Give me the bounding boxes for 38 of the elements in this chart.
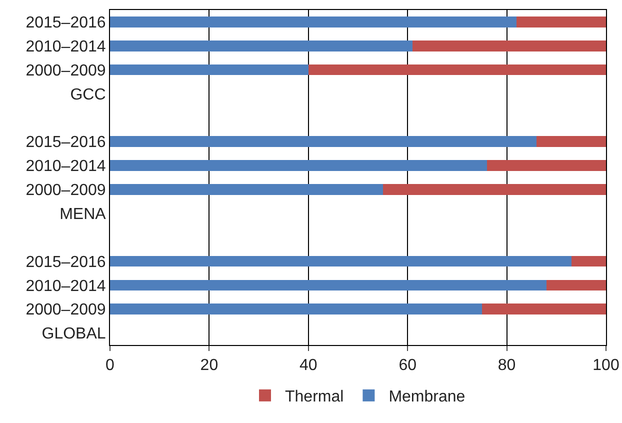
bar <box>110 280 546 291</box>
bar <box>110 256 572 267</box>
legend-label: Membrane <box>388 388 466 406</box>
y-tick-label: 2010–2014 <box>26 158 106 176</box>
bar <box>110 160 487 171</box>
bar <box>382 184 606 195</box>
y-tick-label: 2000–2009 <box>26 182 106 200</box>
y-tick-label: 2010–2014 <box>26 38 106 56</box>
bar <box>110 16 517 28</box>
y-tick-label: GCC <box>70 86 106 104</box>
bar <box>486 160 606 171</box>
bar <box>516 16 606 28</box>
x-tick-label: 80 <box>498 357 516 374</box>
bar <box>110 304 482 314</box>
y-tick-label: 2000–2009 <box>26 302 106 319</box>
y-tick-label: 2015–2016 <box>26 254 106 271</box>
bar <box>412 40 606 52</box>
y-tick-label: MENA <box>60 206 106 223</box>
y-tick-label: 2010–2014 <box>26 278 106 295</box>
bar <box>110 184 383 195</box>
x-tick-label: 100 <box>592 357 620 374</box>
bar <box>110 40 413 52</box>
bar <box>546 280 606 291</box>
y-tick-label: 2015–2016 <box>26 134 106 152</box>
x-tick-label: 0 <box>106 357 115 374</box>
y-tick-label: 2000–2009 <box>26 62 106 80</box>
bar <box>110 64 308 76</box>
bar <box>482 304 606 314</box>
x-tick-label: 60 <box>398 357 417 374</box>
legend-label: Thermal <box>285 388 344 406</box>
y-tick-label: 2015–2016 <box>26 14 106 32</box>
bar <box>571 256 606 267</box>
bar <box>308 64 606 76</box>
x-tick-label: 20 <box>200 357 218 374</box>
bar <box>110 136 537 147</box>
bar <box>536 136 606 147</box>
x-tick-label: 40 <box>300 357 318 374</box>
y-tick-label: GLOBAL <box>42 326 106 343</box>
